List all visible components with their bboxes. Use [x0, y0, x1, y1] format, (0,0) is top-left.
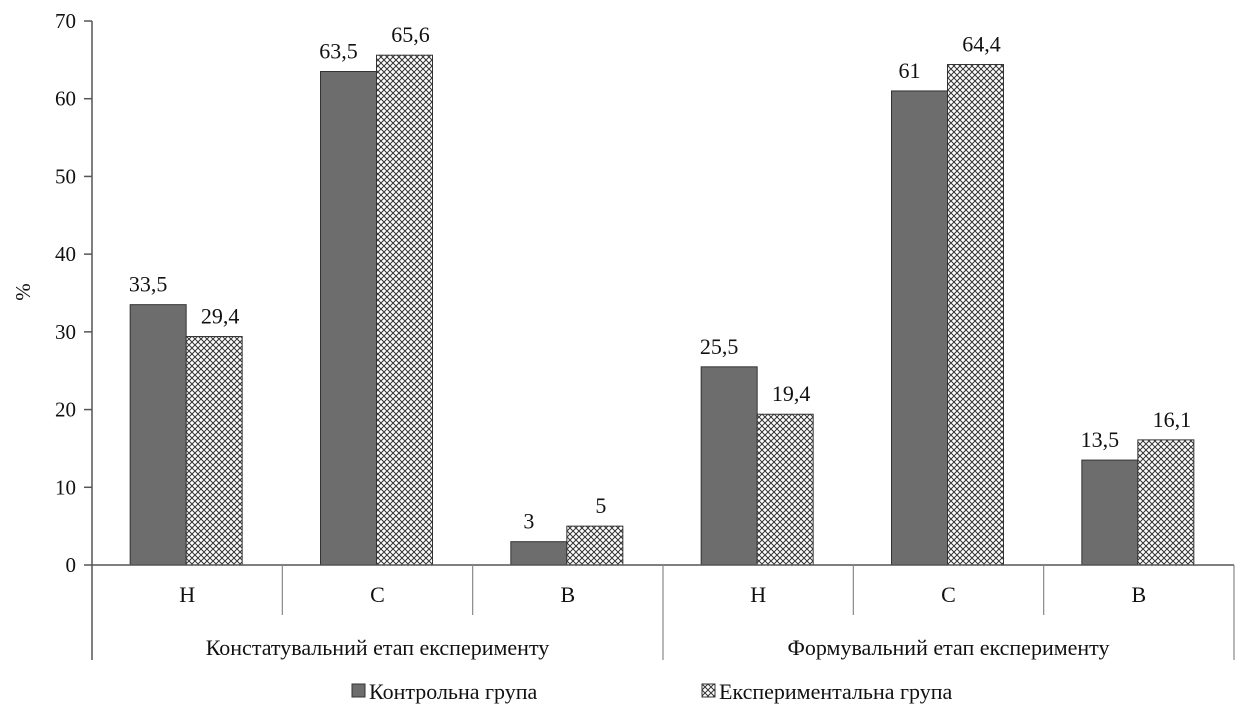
category-label: В — [1131, 582, 1146, 607]
bar-control — [700, 366, 758, 566]
y-tick-label: 70 — [55, 9, 76, 33]
y-tick-label: 50 — [55, 164, 76, 188]
bar-experimental — [756, 413, 814, 566]
bars — [129, 54, 1195, 566]
category-label: С — [941, 582, 956, 607]
legend-swatch-control — [351, 683, 366, 698]
y-tick-label: 60 — [55, 87, 76, 111]
data-label-control: 61 — [899, 58, 921, 83]
y-tick-label: 40 — [55, 242, 76, 266]
x-axis: Н С В Н С В Констатувальний етап експерименту Ф… — [92, 564, 1235, 660]
bar-experimental — [376, 54, 433, 566]
data-labels: 33,5 29,4 63,5 65,6 3 5 25,5 19,4 61 64,4 13,5 16,1 — [129, 22, 1191, 533]
legend-label-experimental: Експериментальна група — [719, 679, 953, 704]
y-tick-label: 20 — [55, 398, 76, 422]
bar-experimental — [947, 64, 1004, 566]
bar-control — [129, 304, 187, 566]
data-label-experimental: 16,1 — [1153, 407, 1192, 432]
y-tick-label: 10 — [55, 475, 76, 499]
data-label-experimental: 19,4 — [772, 381, 811, 406]
legend-label-control: Контрольна група — [369, 679, 538, 704]
data-label-control: 63,5 — [319, 39, 358, 64]
legend-swatch-experimental — [701, 683, 716, 698]
category-label: Н — [750, 582, 766, 607]
data-label-experimental: 64,4 — [962, 32, 1001, 57]
legend: Контрольна група Експериментальна група — [351, 679, 953, 704]
category-label: Н — [179, 582, 195, 607]
bar-control — [320, 71, 377, 566]
data-label-control: 33,5 — [129, 272, 168, 297]
category-label: В — [560, 582, 575, 607]
data-label-experimental: 65,6 — [391, 22, 430, 47]
data-label-experimental: 29,4 — [201, 304, 240, 329]
category-label: С — [370, 582, 385, 607]
y-tick-label: 30 — [55, 320, 76, 344]
data-label-control: 13,5 — [1081, 427, 1120, 452]
data-label-experimental: 5 — [595, 493, 606, 518]
bar-experimental — [1137, 439, 1195, 566]
data-label-control: 25,5 — [700, 334, 739, 359]
bar-experimental — [566, 525, 624, 566]
y-axis-title: % — [11, 283, 35, 301]
y-axis: 0 10 20 30 40 50 60 70 — [55, 9, 93, 660]
data-label-control: 3 — [523, 509, 534, 534]
group-label: Формувальний етап експерименту — [787, 635, 1109, 660]
bar-control — [891, 90, 948, 566]
y-tick-label: 0 — [66, 553, 77, 577]
bar-control — [510, 541, 568, 566]
group-label: Констатувальний етап експерименту — [206, 635, 550, 660]
bar-control — [1081, 459, 1139, 566]
bar-experimental — [185, 336, 243, 566]
